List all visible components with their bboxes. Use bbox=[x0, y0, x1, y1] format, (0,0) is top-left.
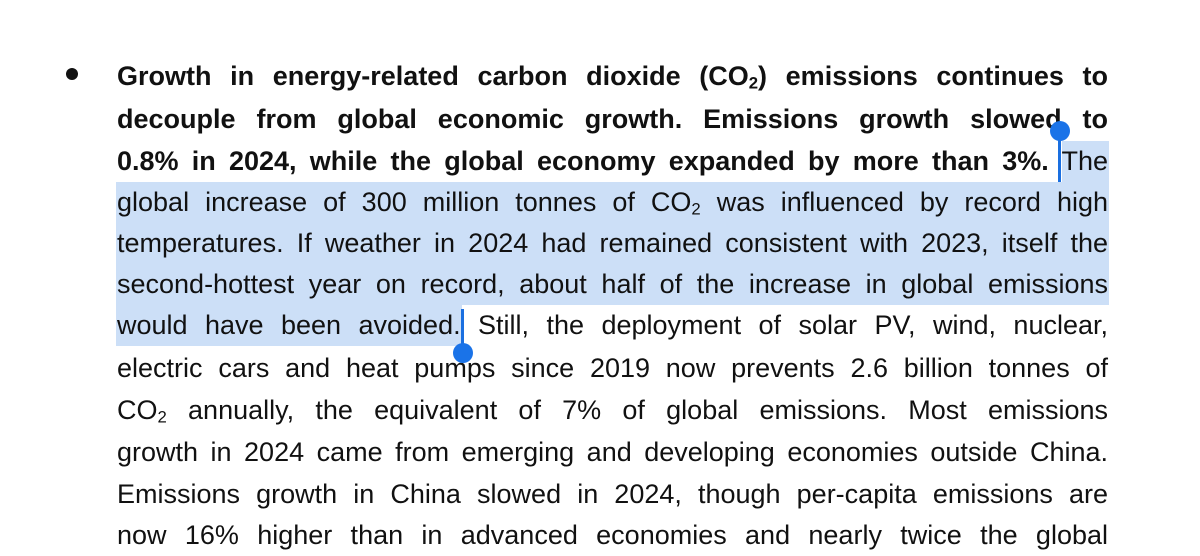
paragraph-line: temperatures. If weather in 2024 had rem… bbox=[117, 223, 1108, 264]
text-span: Emissions growth in China slowed in 2024… bbox=[117, 479, 1108, 509]
selection-start-caret[interactable] bbox=[1058, 134, 1061, 182]
text-span: 0.8% in 2024, while the global economy e… bbox=[117, 146, 1049, 176]
selection-end-caret[interactable] bbox=[461, 309, 464, 349]
selected-text[interactable]: The bbox=[1061, 146, 1109, 176]
text-span: ) emissions continues to bbox=[758, 61, 1108, 91]
paragraph-line: Emissions growth in China slowed in 2024… bbox=[117, 474, 1108, 515]
text-span: electric cars and heat pumps since 2019 … bbox=[117, 353, 1108, 383]
text-span: growth in 2024 came from emerging and de… bbox=[117, 437, 1108, 467]
text-span: CO bbox=[117, 395, 158, 425]
text-span: annually, the equivalent of 7% of global… bbox=[166, 395, 1108, 425]
paragraph-line: now 16% higher than in advanced economie… bbox=[117, 515, 1108, 556]
subscript: 2 bbox=[748, 73, 759, 93]
selection-start-handle[interactable] bbox=[1050, 121, 1070, 141]
selection-end-handle[interactable] bbox=[453, 343, 473, 363]
selection-highlight bbox=[116, 223, 1109, 264]
paragraph-line: 0.8% in 2024, while the global economy e… bbox=[117, 141, 1108, 182]
paragraph-line: global increase of 300 million tonnes of… bbox=[117, 182, 1108, 223]
selected-text[interactable]: global increase of 300 million tonnes of… bbox=[117, 187, 692, 217]
paragraph-line: growth in 2024 came from emerging and de… bbox=[117, 432, 1108, 473]
paragraph-line: second-hottest year on record, about hal… bbox=[117, 264, 1108, 305]
subscript: 2 bbox=[691, 199, 701, 219]
paragraph-line: Growth in energy-related carbon dioxide … bbox=[117, 56, 1108, 97]
bullet-point bbox=[66, 68, 78, 80]
selected-text[interactable]: temperatures. If weather in 2024 had rem… bbox=[117, 228, 1108, 258]
selection-highlight bbox=[116, 305, 462, 346]
selection-highlight bbox=[116, 182, 1109, 223]
selected-text[interactable]: second-hottest year on record, about hal… bbox=[117, 269, 1108, 299]
selection-highlight bbox=[116, 264, 1109, 305]
paragraph-line: would have been avoided. Still, the depl… bbox=[117, 305, 1108, 346]
selected-text[interactable]: would have been avoided. bbox=[117, 310, 461, 340]
paragraph-line: decouple from global economic growth. Em… bbox=[117, 99, 1108, 140]
subscript: 2 bbox=[157, 407, 167, 427]
text-span: decouple from global economic growth. Em… bbox=[117, 104, 1108, 134]
paragraph-line: CO2 annually, the equivalent of 7% of gl… bbox=[117, 390, 1108, 431]
selection-highlight bbox=[1062, 141, 1109, 182]
text-span: Still, the deployment of solar PV, wind,… bbox=[460, 310, 1108, 340]
text-span: Growth in energy-related carbon dioxide … bbox=[117, 61, 749, 91]
selected-text[interactable]: was influenced by record high bbox=[700, 187, 1109, 217]
paragraph-line: electric cars and heat pumps since 2019 … bbox=[117, 348, 1108, 389]
text-span: now 16% higher than in advanced economie… bbox=[117, 520, 1108, 550]
